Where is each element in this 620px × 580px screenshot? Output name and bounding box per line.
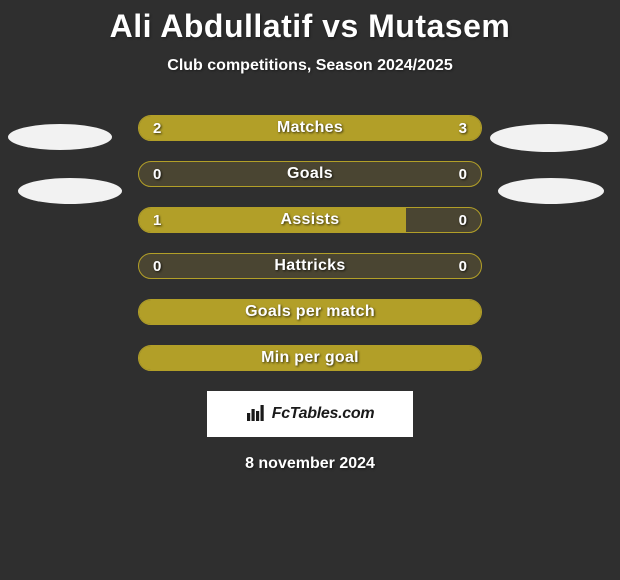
- stat-row: Goals per match: [138, 299, 482, 325]
- stat-label: Assists: [139, 208, 481, 232]
- stat-row: 23Matches: [138, 115, 482, 141]
- stat-row: 10Assists: [138, 207, 482, 233]
- brand-badge: FcTables.com: [207, 391, 413, 437]
- left-ellipse-1: [8, 124, 112, 150]
- stat-row: 00Goals: [138, 161, 482, 187]
- stat-label: Goals per match: [139, 300, 481, 324]
- brand-text: FcTables.com: [272, 405, 375, 423]
- brand-bars-icon: [246, 403, 268, 426]
- stat-label: Hattricks: [139, 254, 481, 278]
- stat-label: Goals: [139, 162, 481, 186]
- right-ellipse-2: [498, 178, 604, 204]
- right-ellipse-1: [490, 124, 608, 152]
- comparison-card: Ali Abdullatif vs Mutasem Club competiti…: [0, 0, 620, 580]
- stat-row: 00Hattricks: [138, 253, 482, 279]
- subtitle: Club competitions, Season 2024/2025: [0, 57, 620, 75]
- stat-label: Matches: [139, 116, 481, 140]
- stat-rows: 23Matches 00Goals 10Assists 00Hattricks Goal…: [138, 115, 482, 371]
- stat-label: Min per goal: [139, 346, 481, 370]
- page-title: Ali Abdullatif vs Mutasem: [0, 0, 620, 45]
- left-ellipse-2: [18, 178, 122, 204]
- date-line: 8 november 2024: [0, 455, 620, 473]
- stat-row: Min per goal: [138, 345, 482, 371]
